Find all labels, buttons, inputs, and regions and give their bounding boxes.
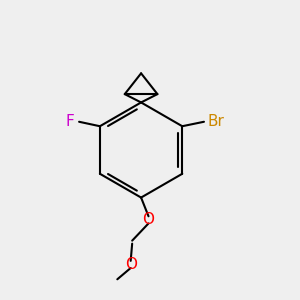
Text: F: F xyxy=(66,114,75,129)
Text: O: O xyxy=(125,257,137,272)
Text: O: O xyxy=(142,212,154,227)
Text: Br: Br xyxy=(208,114,224,129)
